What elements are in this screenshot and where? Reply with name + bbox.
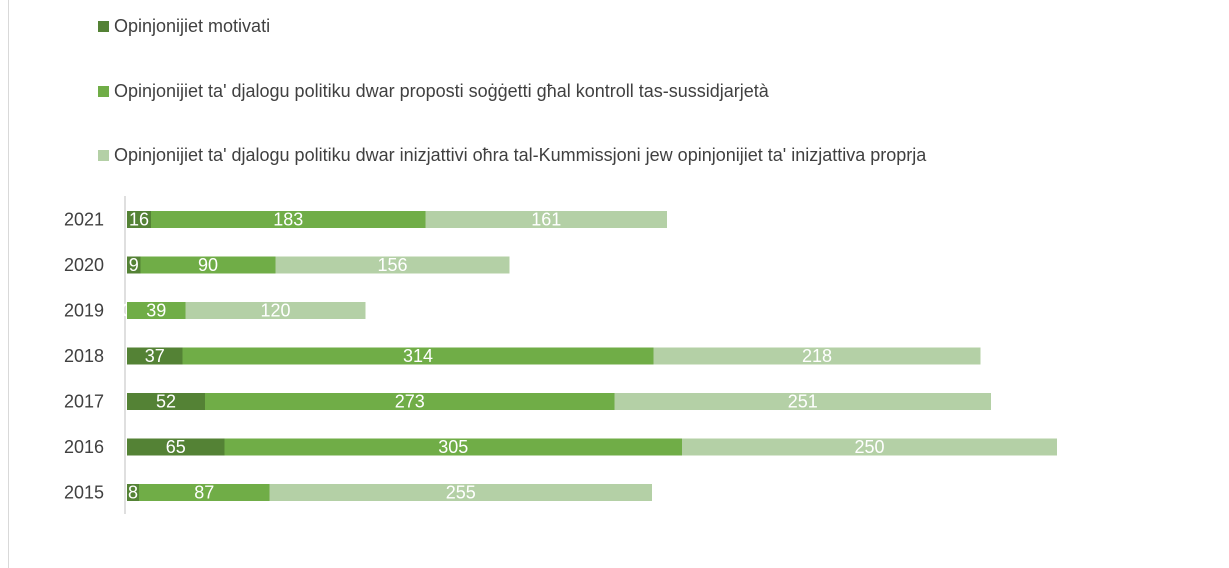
- bar-segment: [425, 211, 667, 228]
- data-label: 250: [854, 437, 884, 457]
- data-label: 183: [273, 210, 303, 230]
- legend-label-inizjattivi: Opinjonijiet ta' djalogu politiku dwar i…: [114, 145, 927, 165]
- data-label: 156: [377, 255, 407, 275]
- bar-segment: [127, 302, 186, 319]
- y-tick-label: 2016: [64, 437, 104, 457]
- legend-swatch-sussidjarjeta: [98, 86, 109, 97]
- legend-label-sussidjarjeta: Opinjonijiet ta' djalogu politiku dwar p…: [114, 81, 769, 101]
- bar-segment: [275, 256, 510, 274]
- chart-frame: [8, 0, 1229, 568]
- data-label: 8: [128, 483, 138, 503]
- legend-label-motivati: Opinjonijiet motivati: [114, 16, 271, 36]
- bar-segment: [139, 484, 270, 501]
- legend-item-inizjattivi: Opinjonijiet ta' djalogu politiku dwar i…: [98, 145, 926, 166]
- data-label: 39: [146, 301, 166, 321]
- legend-swatch-inizjattivi: [98, 150, 109, 161]
- bar-segment: [205, 393, 615, 410]
- bar-segment: [127, 393, 205, 410]
- data-label: 273: [395, 392, 425, 412]
- data-label: 314: [403, 346, 433, 366]
- bar-segment: [182, 347, 654, 365]
- data-label: 87: [194, 483, 214, 503]
- y-tick-label: 2015: [64, 483, 104, 503]
- bar-segment: [127, 211, 151, 228]
- data-label: 255: [446, 483, 476, 503]
- data-label: 251: [788, 392, 818, 412]
- data-label: 120: [260, 301, 290, 321]
- bar-segment: [185, 302, 366, 319]
- bar-segment: [653, 347, 981, 365]
- legend-swatch-motivati: [98, 21, 109, 32]
- data-label: 305: [438, 437, 468, 457]
- data-label: 65: [166, 437, 186, 457]
- bar-segment: [127, 438, 225, 456]
- bar-segment: [682, 438, 1057, 456]
- y-tick-label: 2020: [64, 255, 104, 275]
- bar-segment: [269, 484, 652, 501]
- y-tick-label: 2019: [64, 301, 104, 321]
- data-label: 90: [198, 255, 218, 275]
- data-label: 9: [129, 255, 139, 275]
- data-label: 218: [802, 346, 832, 366]
- legend-item-sussidjarjeta: Opinjonijiet ta' djalogu politiku dwar p…: [98, 81, 769, 102]
- y-tick-label: 2017: [64, 392, 104, 412]
- legend-item-motivati: Opinjonijiet motivati: [98, 16, 270, 37]
- bar-segment: [127, 256, 141, 274]
- data-label: 52: [156, 392, 176, 412]
- bar-segment: [127, 484, 139, 501]
- y-tick-label: 2018: [64, 346, 104, 366]
- data-label: 161: [531, 210, 561, 230]
- bar-segment: [127, 347, 183, 365]
- bar-segment: [140, 256, 276, 274]
- bar-segment: [151, 211, 426, 228]
- data-label: 37: [145, 346, 165, 366]
- bar-segment: [614, 393, 991, 410]
- bar-segment: [224, 438, 682, 456]
- data-label: 16: [129, 210, 149, 230]
- y-tick-label: 2021: [64, 210, 104, 230]
